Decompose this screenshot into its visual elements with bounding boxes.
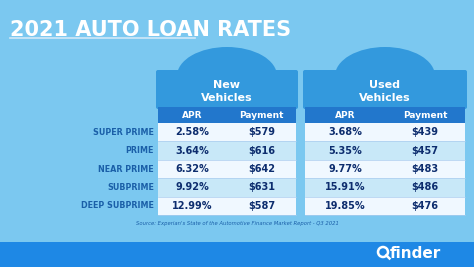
FancyBboxPatch shape	[305, 197, 465, 215]
Text: $476: $476	[411, 201, 438, 211]
Text: $579: $579	[248, 127, 275, 137]
Text: SUBPRIME: SUBPRIME	[107, 183, 154, 192]
Text: $616: $616	[248, 146, 275, 156]
Text: 19.85%: 19.85%	[325, 201, 365, 211]
Text: 15.91%: 15.91%	[325, 182, 365, 193]
FancyBboxPatch shape	[303, 70, 467, 109]
FancyBboxPatch shape	[158, 197, 296, 215]
Text: $642: $642	[248, 164, 275, 174]
FancyBboxPatch shape	[0, 242, 474, 267]
Text: New
Vehicles: New Vehicles	[201, 80, 253, 103]
Text: APR: APR	[335, 111, 355, 120]
Text: NEAR PRIME: NEAR PRIME	[99, 164, 154, 174]
FancyBboxPatch shape	[305, 107, 465, 123]
FancyBboxPatch shape	[158, 142, 296, 160]
Text: $483: $483	[411, 164, 438, 174]
FancyBboxPatch shape	[158, 178, 296, 197]
Text: $439: $439	[411, 127, 438, 137]
FancyBboxPatch shape	[305, 160, 465, 178]
Text: 12.99%: 12.99%	[172, 201, 213, 211]
Text: $486: $486	[411, 182, 438, 193]
Text: 6.32%: 6.32%	[176, 164, 210, 174]
FancyBboxPatch shape	[305, 142, 465, 160]
Text: 2.58%: 2.58%	[175, 127, 210, 137]
Text: Payment: Payment	[403, 111, 447, 120]
Text: 5.35%: 5.35%	[328, 146, 362, 156]
Text: finder: finder	[390, 246, 441, 261]
Text: PRIME: PRIME	[126, 146, 154, 155]
Text: $457: $457	[411, 146, 438, 156]
Text: $631: $631	[248, 182, 275, 193]
FancyBboxPatch shape	[305, 178, 465, 197]
FancyBboxPatch shape	[156, 70, 298, 109]
Text: APR: APR	[182, 111, 203, 120]
Ellipse shape	[177, 47, 277, 105]
FancyBboxPatch shape	[158, 160, 296, 178]
Text: 9.92%: 9.92%	[176, 182, 210, 193]
Ellipse shape	[335, 47, 435, 105]
Text: Source: Experian's State of the Automotive Finance Market Report - Q3 2021: Source: Experian's State of the Automoti…	[136, 221, 338, 226]
Text: 9.77%: 9.77%	[328, 164, 362, 174]
FancyBboxPatch shape	[305, 123, 465, 142]
Text: 2021 AUTO LOAN RATES: 2021 AUTO LOAN RATES	[10, 20, 291, 40]
Text: 3.64%: 3.64%	[176, 146, 210, 156]
Text: Payment: Payment	[239, 111, 284, 120]
Text: $587: $587	[248, 201, 275, 211]
Text: SUPER PRIME: SUPER PRIME	[93, 128, 154, 137]
Text: DEEP SUBPRIME: DEEP SUBPRIME	[81, 201, 154, 210]
FancyBboxPatch shape	[158, 107, 296, 123]
Text: Used
Vehicles: Used Vehicles	[359, 80, 411, 103]
Text: 3.68%: 3.68%	[328, 127, 362, 137]
FancyBboxPatch shape	[158, 123, 296, 142]
